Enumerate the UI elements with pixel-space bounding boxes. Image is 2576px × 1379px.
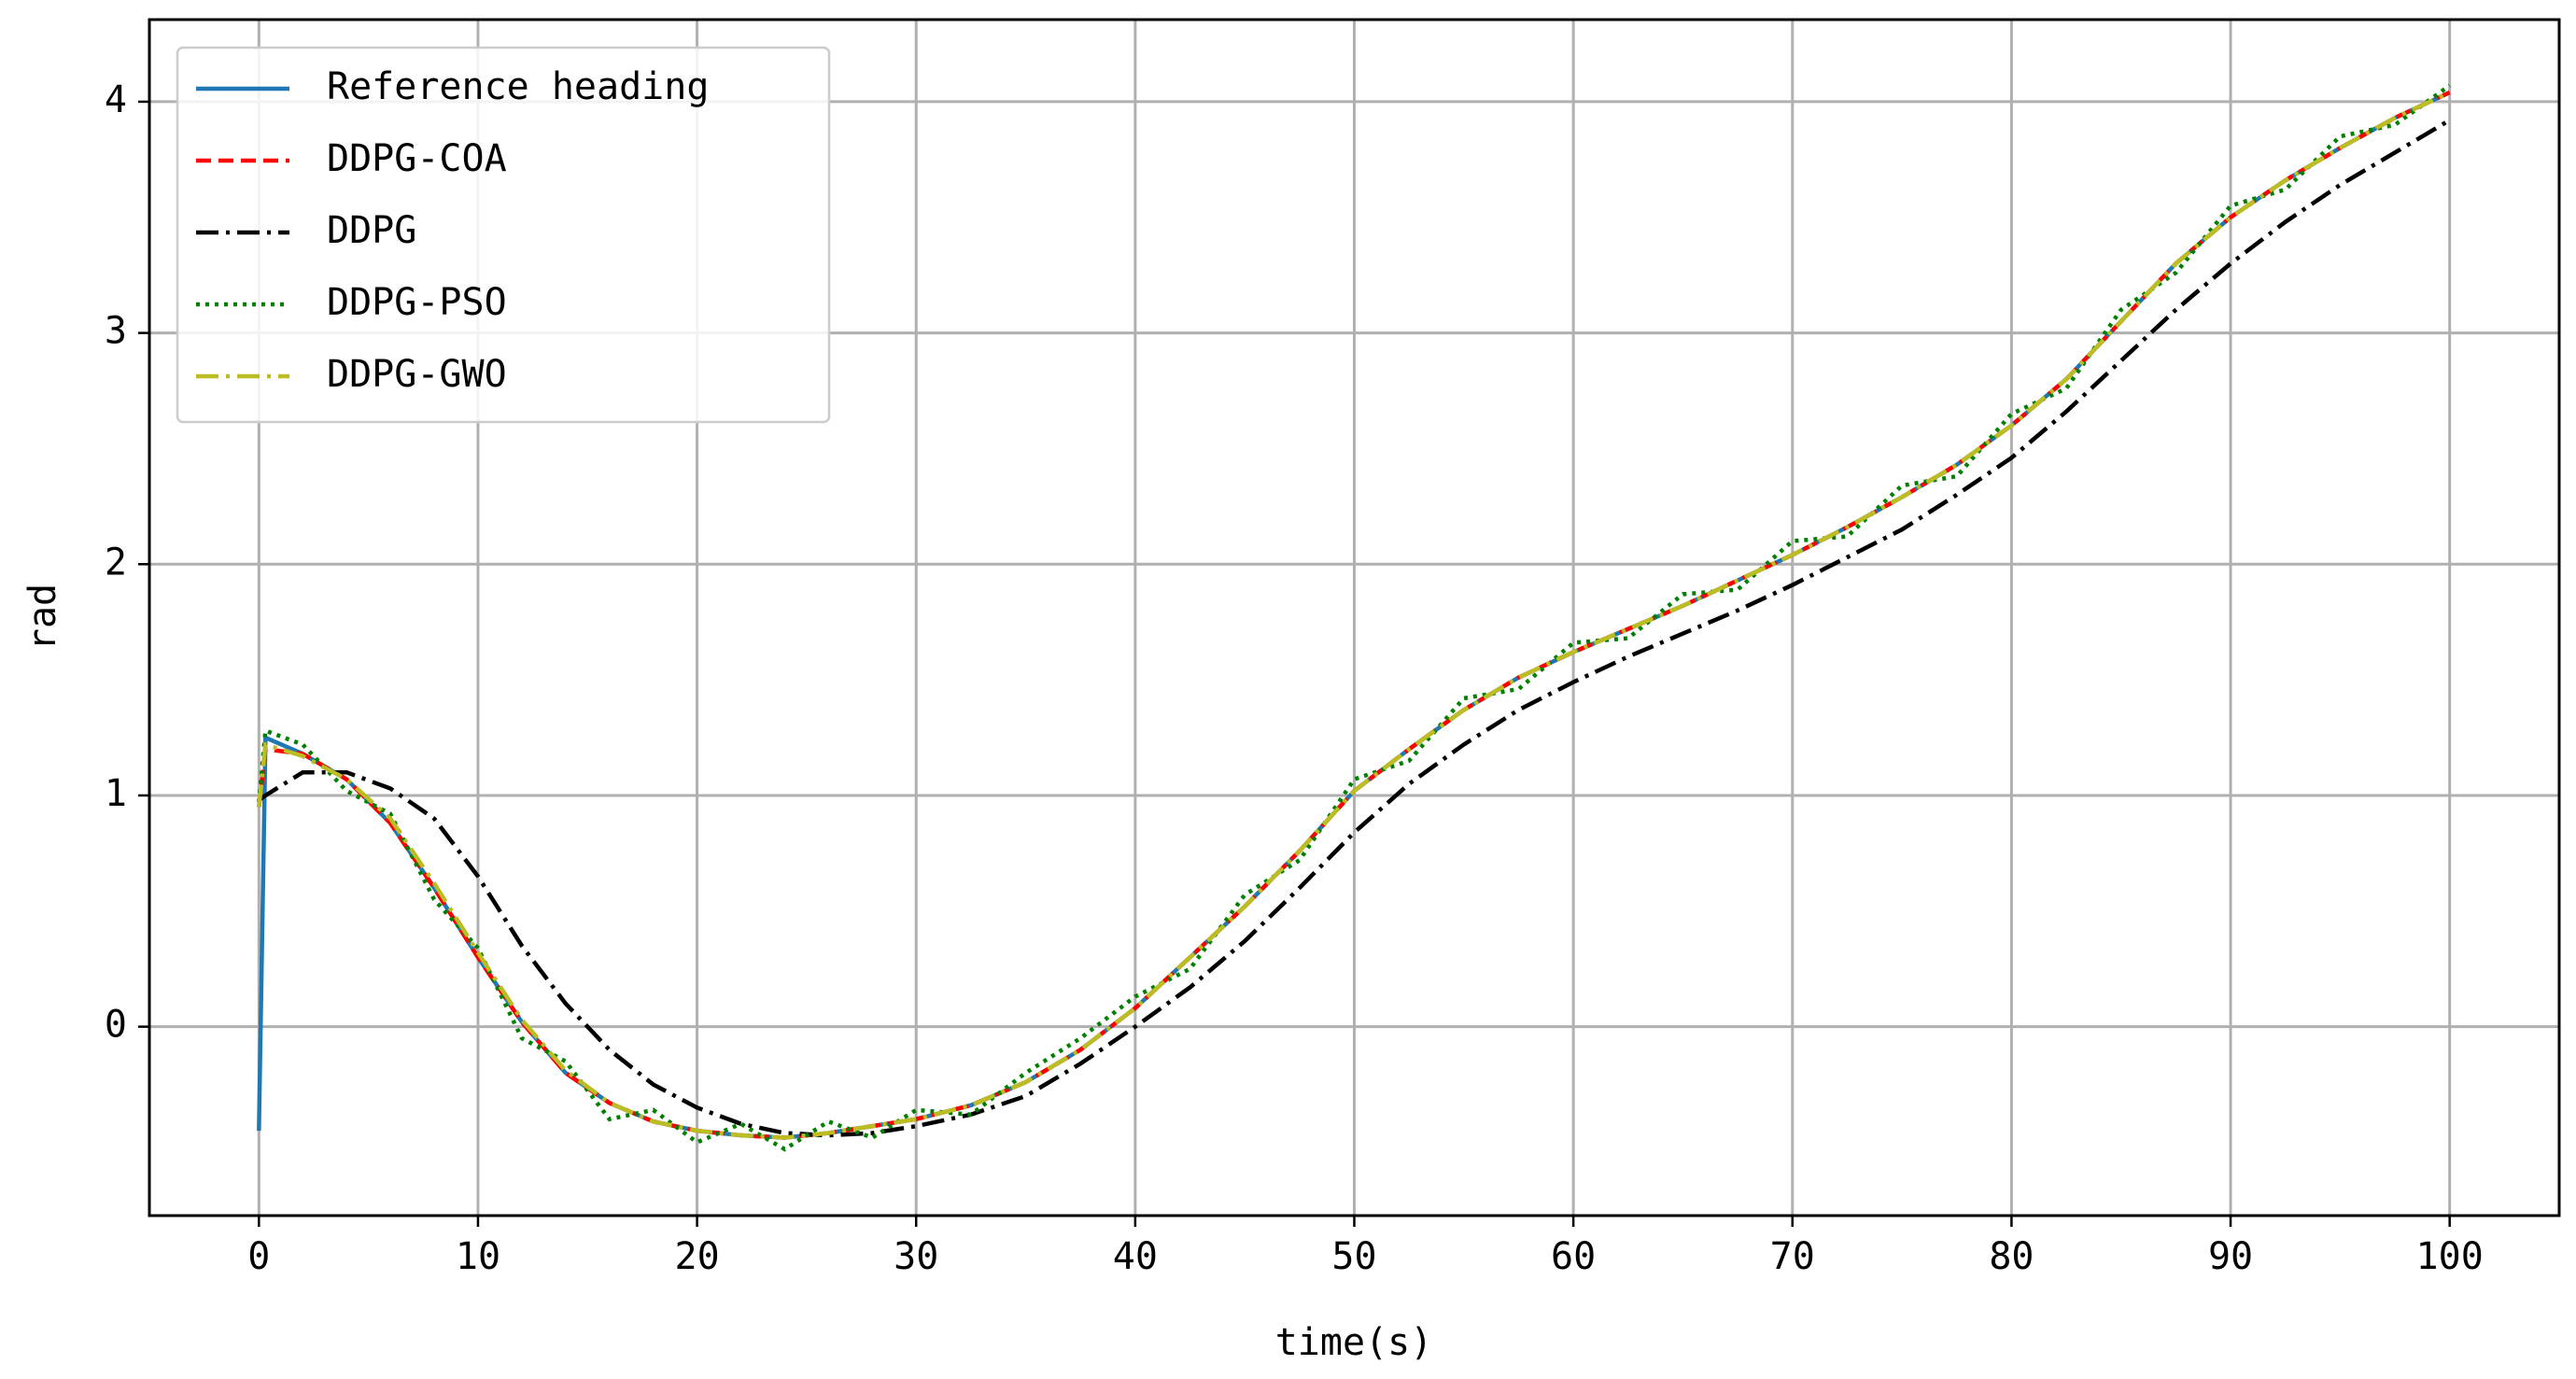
x-tick-label: 100 bbox=[2416, 1235, 2484, 1278]
y-tick-label: 4 bbox=[105, 78, 127, 121]
x-axis-label: time(s) bbox=[1275, 1321, 1433, 1364]
x-tick-label: 60 bbox=[1551, 1235, 1596, 1278]
legend-box bbox=[176, 46, 831, 424]
x-tick-label: 40 bbox=[1113, 1235, 1158, 1278]
x-tick-label: 20 bbox=[675, 1235, 720, 1278]
legend: Reference heading DDPG-COA DDPG DDPG-PSO DDP… bbox=[176, 46, 831, 424]
y-tick-label: 1 bbox=[105, 772, 127, 815]
legend-label: DDPG-COA bbox=[327, 137, 507, 180]
x-tick-label: 0 bbox=[247, 1235, 270, 1278]
series-line bbox=[257, 90, 2451, 1140]
series-line bbox=[258, 118, 2451, 1138]
legend-label: DDPG bbox=[327, 209, 416, 252]
legend-label: Reference heading bbox=[327, 65, 709, 108]
x-tick-label: 50 bbox=[1331, 1235, 1376, 1278]
x-tick-label: 10 bbox=[456, 1235, 500, 1278]
y-axis-label: rad bbox=[21, 584, 64, 651]
x-tick-label: 30 bbox=[894, 1235, 938, 1278]
y-tick-label: 0 bbox=[105, 1004, 127, 1047]
x-tick-label: 90 bbox=[2208, 1235, 2253, 1278]
y-tick-label: 3 bbox=[105, 310, 127, 353]
legend-label: DDPG-GWO bbox=[327, 353, 507, 396]
plot-frame bbox=[148, 18, 2561, 1217]
legend-label: DDPG-PSO bbox=[327, 281, 507, 324]
x-tick-label: 70 bbox=[1770, 1235, 1815, 1278]
x-tick-label: 80 bbox=[1989, 1235, 2034, 1278]
y-tick-label: 2 bbox=[105, 541, 127, 584]
